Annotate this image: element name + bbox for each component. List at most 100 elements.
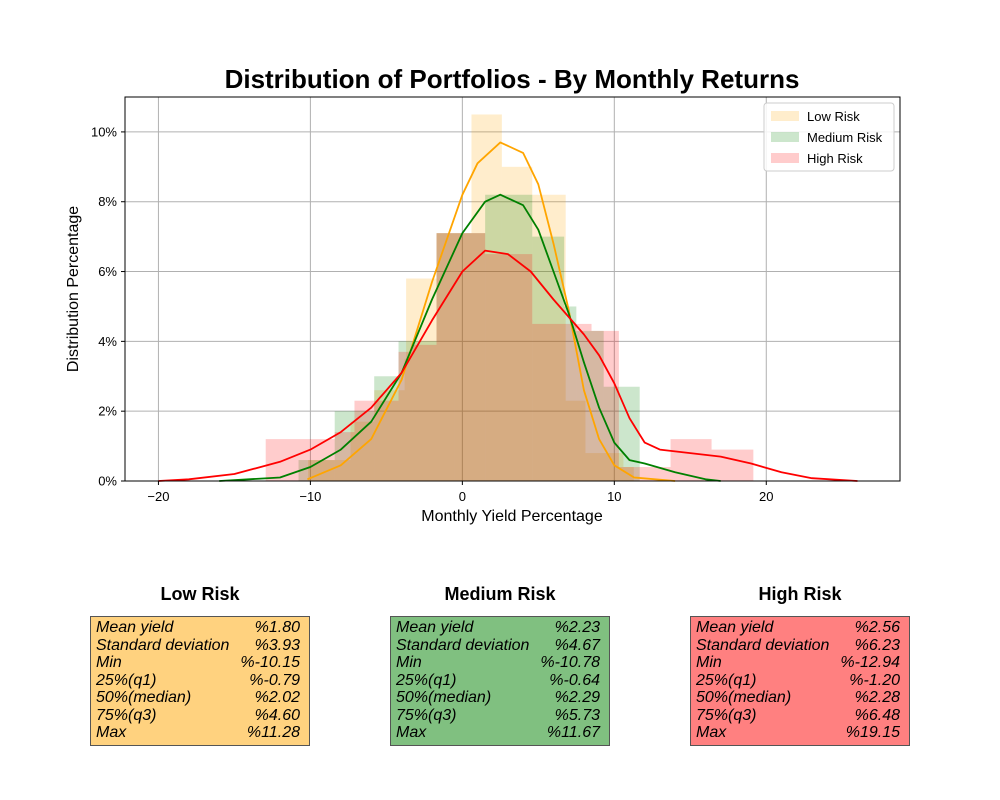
- stats-value: %6.23: [854, 636, 900, 654]
- stats-value: %6.48: [854, 706, 900, 724]
- stats-row: Min %-10.78: [396, 654, 604, 672]
- stats-row: Max %11.67: [396, 724, 604, 742]
- bar-low-risk: [350, 421, 375, 481]
- bar-medium-risk: [564, 306, 577, 481]
- legend-label-high-risk: High Risk: [807, 151, 863, 166]
- stats-value: %1.80: [254, 619, 300, 636]
- stats-value: %2.28: [854, 689, 900, 706]
- stats-value: %-0.64: [549, 671, 600, 689]
- legend-swatch-medium-risk: [771, 132, 799, 142]
- stats-title-medium-risk: Medium Risk: [444, 584, 556, 604]
- legend-swatch-high-risk: [771, 153, 799, 163]
- chart-title: Distribution of Portfolios - By Monthly …: [225, 64, 800, 94]
- stats-row: 75%(q3) %4.60: [96, 707, 304, 725]
- bar-high-risk: [412, 344, 437, 481]
- bar-low-risk: [454, 233, 472, 481]
- stats-label: Standard deviation: [96, 636, 230, 654]
- x-tick-label: 0: [459, 489, 466, 504]
- stats-label: Max: [96, 724, 127, 741]
- stats-label: 75%(q3): [696, 706, 757, 724]
- stats-value: %2.29: [554, 689, 600, 706]
- x-axis-label: Monthly Yield Percentage: [421, 508, 603, 525]
- bar-low-risk: [436, 233, 455, 481]
- stats-value: %3.93: [254, 636, 300, 654]
- stats-label: 75%(q3): [96, 706, 157, 724]
- stats-value: %2.23: [554, 619, 600, 636]
- stats-label: Min: [696, 654, 722, 671]
- stats-label: Standard deviation: [396, 636, 530, 654]
- stats-label: Max: [396, 724, 427, 741]
- stats-label: 25%(q1): [96, 671, 157, 689]
- stats-row: 75%(q3) %6.48: [696, 707, 904, 725]
- legend-label-low-risk: Low Risk: [807, 109, 860, 124]
- y-tick-label: 10%: [91, 124, 117, 139]
- stats-row: Max %19.15: [696, 724, 904, 742]
- stats-label: 75%(q3): [396, 706, 457, 724]
- stats-value: %19.15: [845, 724, 900, 741]
- stats-label: 50%(median): [96, 689, 192, 706]
- kde-line-high-risk: [158, 249, 858, 482]
- stats-value: %2.56: [854, 619, 900, 636]
- stats-row: Standard deviation %4.67: [396, 637, 604, 655]
- histogram-chart: Distribution of Portfolios - By Monthly …: [65, 64, 901, 525]
- stats-row: 50%(median) %2.29: [396, 689, 604, 707]
- stats-value: %2.02: [254, 689, 300, 706]
- stats-label: 50%(median): [696, 689, 792, 706]
- kde-line-medium-risk: [219, 193, 721, 482]
- stats-value: %-10.78: [540, 654, 600, 671]
- stats-title-high-risk: High Risk: [758, 584, 842, 604]
- axis-ticks: −20 −10 0 10 20 0% 2% 4% 6% 8% 10%: [91, 124, 774, 504]
- x-tick-label: −10: [299, 489, 321, 504]
- legend-label-medium-risk: Medium Risk: [807, 130, 883, 145]
- bar-low-risk: [532, 194, 566, 481]
- stats-row: 25%(q1) %-0.64: [396, 672, 604, 690]
- stats-label: Mean yield: [396, 619, 474, 636]
- stats-label: 25%(q1): [396, 671, 457, 689]
- bar-high-risk: [532, 323, 592, 481]
- stats-label: 25%(q1): [696, 671, 757, 689]
- bar-high-risk: [398, 351, 413, 481]
- stats-row: Standard deviation %6.23: [696, 637, 904, 655]
- x-tick-label: −20: [147, 489, 169, 504]
- stats-value: %-12.94: [840, 654, 900, 671]
- stats-value: %-0.79: [249, 671, 300, 689]
- stats-label: Max: [696, 724, 727, 741]
- stats-row: Min %-10.15: [96, 654, 304, 672]
- bar-high-risk: [670, 439, 712, 481]
- stats-value: %-10.15: [240, 654, 300, 671]
- stats-label: Mean yield: [96, 619, 174, 636]
- histogram-bars: [265, 114, 754, 482]
- plot-frame: [124, 96, 901, 482]
- y-axis-label: Distribution Percentage: [65, 206, 82, 372]
- stats-row: 25%(q1) %-0.79: [96, 672, 304, 690]
- bar-low-risk: [404, 358, 407, 481]
- y-tick-label: 0%: [98, 474, 117, 489]
- bar-low-risk: [471, 114, 502, 482]
- stats-row: Standard deviation %3.93: [96, 637, 304, 655]
- stats-label: 50%(median): [396, 689, 492, 706]
- x-tick-label: 20: [759, 489, 773, 504]
- stats-row: Mean yield %2.56: [696, 619, 904, 637]
- x-tick-label: 10: [607, 489, 621, 504]
- stats-value: %4.60: [254, 706, 300, 724]
- bar-low-risk: [565, 400, 586, 481]
- stats-label: Mean yield: [696, 619, 774, 636]
- stats-label: Standard deviation: [696, 636, 830, 654]
- bar-medium-risk: [436, 233, 455, 481]
- stats-row: Mean yield %2.23: [396, 619, 604, 637]
- bar-low-risk: [501, 166, 533, 481]
- stats-label: Min: [96, 654, 122, 671]
- bar-medium-risk: [532, 236, 565, 481]
- stats-row: 25%(q1) %-1.20: [696, 672, 904, 690]
- stats-title-low-risk: Low Risk: [160, 584, 240, 604]
- stats-row: Min %-12.94: [696, 654, 904, 672]
- bar-high-risk: [265, 439, 335, 481]
- stats-value: %4.67: [554, 636, 600, 654]
- bar-medium-risk: [298, 460, 335, 481]
- stats-value: %-1.20: [849, 671, 900, 689]
- stats-label: Min: [396, 654, 422, 671]
- stats-row: 50%(median) %2.28: [696, 689, 904, 707]
- stats-value: %5.73: [554, 706, 600, 724]
- bar-low-risk: [406, 278, 437, 481]
- y-tick-label: 6%: [98, 264, 117, 279]
